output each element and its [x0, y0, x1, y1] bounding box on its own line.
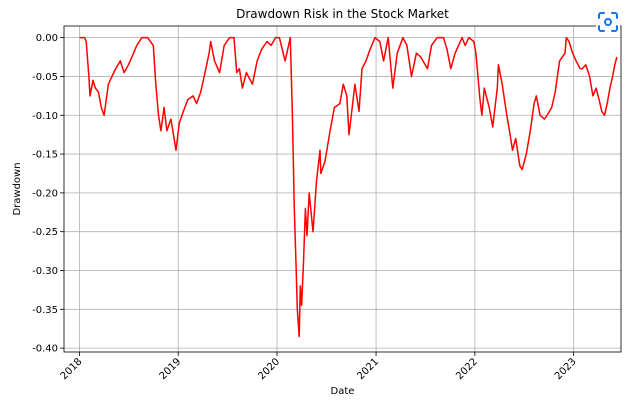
- y-tick-label: -0.10: [32, 111, 58, 122]
- y-tick-label: -0.30: [32, 266, 58, 277]
- drawdown-line: [79, 36, 618, 338]
- plot-frame: [63, 25, 622, 353]
- y-tick-label: -0.25: [32, 227, 58, 238]
- y-axis: 0.00 -0.05 -0.10 -0.15 -0.20 -0.25 -0.30 -0.35 -…: [32, 33, 64, 355]
- x-axis-label: Date: [331, 386, 355, 397]
- y-tick-label: -0.15: [32, 150, 58, 161]
- grid-lines: [64, 26, 621, 352]
- series-layer: [79, 36, 618, 338]
- y-tick-label: -0.05: [32, 72, 58, 83]
- y-tick-label: -0.20: [32, 188, 58, 199]
- y-tick-label: 0.00: [36, 33, 58, 44]
- y-axis-label: Drawdown: [12, 162, 23, 215]
- google-lens-icon: [598, 12, 618, 32]
- y-tick-label: -0.35: [32, 305, 58, 316]
- chart-title: Drawdown Risk in the Stock Market: [236, 7, 449, 21]
- y-tick-label: -0.40: [32, 344, 58, 355]
- google-lens-button[interactable]: [596, 10, 620, 34]
